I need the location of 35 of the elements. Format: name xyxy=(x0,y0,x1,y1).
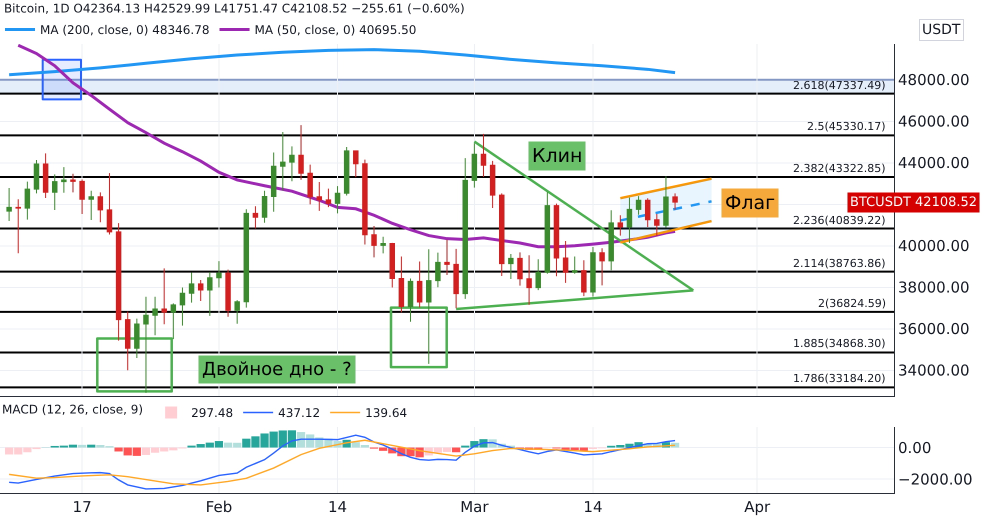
y-tick-label: 48000.00 xyxy=(898,71,970,90)
annotation: BTCUSDT 42108.52 xyxy=(850,195,978,210)
ref-line-label: 2.382(43322.85) xyxy=(793,162,886,175)
ref-line-label: 2.618(47337.49) xyxy=(793,79,886,92)
y-tick-label: −2000.00 xyxy=(898,470,973,488)
legend-label: MA (50, close, 0) 40695.50 xyxy=(254,23,416,38)
y-tick-label: 38000.00 xyxy=(898,278,970,297)
y-tick-label: 40000.00 xyxy=(898,237,970,256)
ref-line-label: 2.114(38763.86) xyxy=(793,257,886,270)
ref-line-label: 2(36824.59) xyxy=(818,297,886,310)
ref-line-label: 1.786(33184.20) xyxy=(793,372,886,385)
legend-label: 297.48 xyxy=(191,406,234,420)
x-tick-label: 17 xyxy=(72,498,92,516)
x-tick-label: Feb xyxy=(206,498,232,516)
legend-title: MACD (12, 26, close, 9) xyxy=(2,402,144,417)
annotation: Флаг xyxy=(725,192,776,214)
legend-label: 437.12 xyxy=(278,406,320,420)
legend-label: MA (200, close, 0) 48346.78 xyxy=(40,23,210,38)
x-tick-label: 14 xyxy=(328,498,348,516)
legend-label: 139.64 xyxy=(365,406,408,420)
ref-line-label: 2.5(45330.17) xyxy=(807,120,886,133)
y-tick-label: 34000.00 xyxy=(898,362,970,380)
y-tick-label: 0.00 xyxy=(898,438,932,457)
ref-line-label: 2.236(40839.22) xyxy=(793,214,886,227)
x-tick-label: Mar xyxy=(460,498,490,516)
ref-line-label: 1.885(34868.30) xyxy=(793,337,886,350)
chart-title: Bitcoin, 1D O42364.13 H42529.99 L41751.47 C42108.52 −255.61 (−0.60%) xyxy=(4,1,465,16)
y-axis-title: USDT xyxy=(922,22,961,38)
y-tick-label: 44000.00 xyxy=(898,154,970,172)
x-tick-label: 14 xyxy=(583,498,603,516)
annotation: Двойное дно - ? xyxy=(202,359,352,380)
y-tick-label: 46000.00 xyxy=(898,112,970,131)
x-tick-label: Apr xyxy=(744,498,771,516)
y-tick-label: 36000.00 xyxy=(898,320,970,338)
annotation: Клин xyxy=(532,145,582,167)
